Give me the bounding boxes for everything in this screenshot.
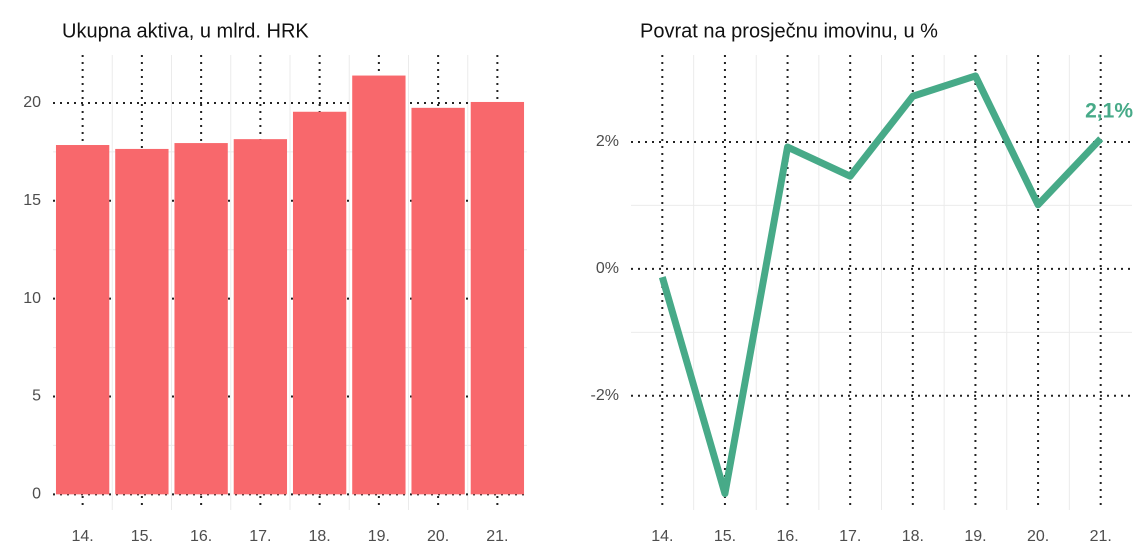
bar (233, 139, 288, 495)
x-tick-label: 19. (964, 528, 986, 544)
line (658, 72, 1104, 498)
bar (55, 145, 110, 495)
x-tick-label: 20. (427, 528, 449, 544)
y-tick-label: 20 (23, 94, 41, 111)
y-tick-label: 5 (32, 388, 41, 405)
bar (470, 101, 525, 495)
y-tick-label: 2% (596, 133, 619, 150)
x-tick-label: 20. (1027, 528, 1049, 544)
x-tick-label: 14. (651, 528, 673, 544)
data-label: 2,1% (1085, 99, 1133, 122)
bar (174, 143, 228, 495)
y-tick-label: -2% (591, 387, 619, 404)
y-tick-label: 10 (23, 290, 41, 307)
x-tick-label: 18. (902, 528, 924, 544)
x-tick-label: 14. (72, 528, 94, 544)
x-tick-label: 18. (309, 528, 331, 544)
x-tick-label: 16. (190, 528, 212, 544)
bar (411, 107, 465, 495)
x-tick-label: 15. (714, 528, 736, 544)
chart-title: Ukupna aktiva, u mlrd. HRK (62, 20, 309, 42)
x-tick-label: 17. (249, 528, 271, 544)
x-tick-label: 21. (486, 528, 508, 544)
bar (352, 75, 406, 495)
bar (292, 111, 347, 495)
x-tick-label: 21. (1090, 528, 1112, 544)
chart-title: Povrat na prosječnu imovinu, u % (640, 20, 938, 42)
x-tick-label: 17. (839, 528, 861, 544)
x-tick-label: 16. (776, 528, 798, 544)
y-tick-label: 15 (23, 192, 41, 209)
x-tick-label: 15. (131, 528, 153, 544)
x-tick-label: 19. (368, 528, 390, 544)
bar (115, 148, 169, 495)
y-tick-label: 0 (32, 486, 41, 503)
y-tick-label: 0% (596, 260, 619, 277)
